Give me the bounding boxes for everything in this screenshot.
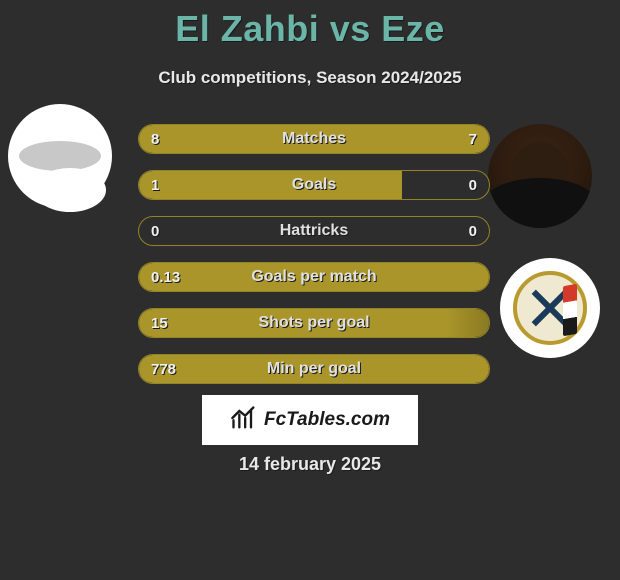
player-right-avatar bbox=[488, 124, 592, 228]
stat-label: Matches bbox=[139, 125, 489, 153]
stat-label: Goals per match bbox=[139, 263, 489, 291]
stat-row: Shots per goal15 bbox=[138, 308, 490, 338]
stat-right-value: 0 bbox=[469, 217, 477, 245]
page-title: El Zahbi vs Eze bbox=[0, 0, 620, 50]
stat-left-value: 8 bbox=[151, 125, 159, 153]
comparison-bars: Matches87Goals10Hattricks00Goals per mat… bbox=[138, 124, 490, 400]
chart-icon bbox=[230, 404, 258, 437]
stat-row: Goals per match0.13 bbox=[138, 262, 490, 292]
stat-row: Matches8 7 bbox=[138, 124, 490, 154]
stat-row: Goals1 0 bbox=[138, 170, 490, 200]
stat-row: Min per goal778 bbox=[138, 354, 490, 384]
stat-row: Hattricks0 0 bbox=[138, 216, 490, 246]
club-left-badge bbox=[34, 168, 106, 212]
subtitle: Club competitions, Season 2024/2025 bbox=[0, 68, 620, 88]
club-right-badge bbox=[500, 258, 600, 358]
stat-right-value: 7 bbox=[469, 125, 477, 153]
stat-left-value: 0 bbox=[151, 217, 159, 245]
stat-label: Goals bbox=[139, 171, 489, 199]
stat-label: Shots per goal bbox=[139, 309, 489, 337]
stat-right-value: 0 bbox=[469, 171, 477, 199]
stat-label: Hattricks bbox=[139, 217, 489, 245]
stat-left-value: 778 bbox=[151, 355, 176, 383]
date-text: 14 february 2025 bbox=[0, 454, 620, 475]
stat-left-value: 1 bbox=[151, 171, 159, 199]
stat-left-value: 0.13 bbox=[151, 263, 180, 291]
brand-box: FcTables.com bbox=[202, 395, 418, 445]
brand-text: FcTables.com bbox=[264, 409, 390, 431]
stat-label: Min per goal bbox=[139, 355, 489, 383]
stat-left-value: 15 bbox=[151, 309, 168, 337]
